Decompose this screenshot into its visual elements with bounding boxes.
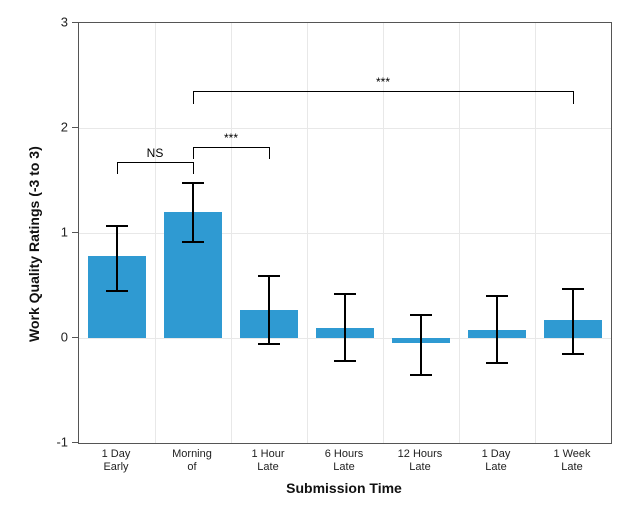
y-tick-label: 1 [46,225,68,240]
significance-bracket [193,91,573,92]
significance-label: NS [147,146,164,160]
significance-bracket [117,162,193,163]
x-axis-label: Submission Time [78,480,610,496]
x-tick-label: 1 HourLate [230,448,306,474]
x-tick-label: 1 DayLate [458,448,534,474]
x-tick-label: Morningof [154,448,230,474]
y-tick-label: -1 [46,435,68,450]
x-tick-label: 6 HoursLate [306,448,382,474]
x-tick-label: 1 WeekLate [534,448,610,474]
x-tick-label: 1 DayEarly [78,448,154,474]
bar-chart: NS *** *** [78,22,612,444]
x-tick-label: 12 HoursLate [382,448,458,474]
significance-bracket [193,147,269,148]
y-axis-label: Work Quality Ratings (-3 to 3) [26,146,42,342]
y-tick-label: 2 [46,120,68,135]
significance-label: *** [376,75,390,89]
y-tick-label: 3 [46,15,68,30]
significance-label: *** [224,131,238,145]
y-tick-label: 0 [46,330,68,345]
